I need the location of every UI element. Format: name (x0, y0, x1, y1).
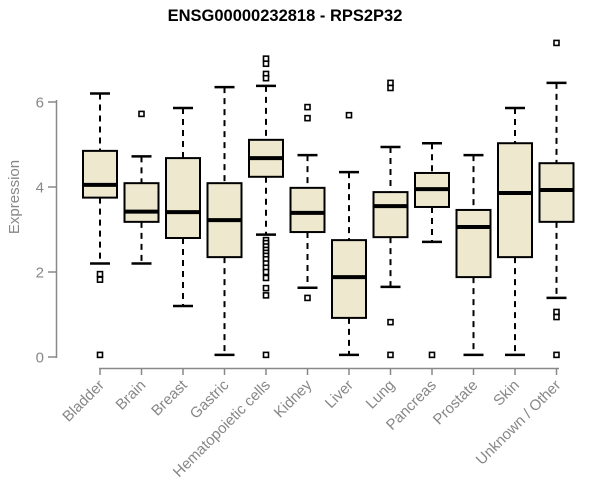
boxplot-liver (331, 111, 367, 357)
outlier-marker (553, 308, 560, 316)
category-label-lung: Lung (363, 377, 399, 413)
boxplot-brain (123, 110, 160, 265)
boxplot-hematopoietic-cells (248, 55, 284, 359)
outlier-marker (262, 351, 270, 359)
boxplot-unknown-other (538, 39, 575, 359)
iqr-box (497, 142, 533, 259)
outlier-marker (387, 79, 394, 87)
outlier-marker (387, 84, 394, 92)
boxplot-pancreas (414, 141, 450, 359)
outlier-marker (304, 103, 311, 111)
outlier-marker (304, 294, 311, 302)
chart-title: ENSG00000232818 - RPS2P32 (168, 7, 403, 25)
y-tick-label: 0 (36, 350, 44, 367)
outlier-marker (304, 114, 311, 122)
outlier-marker (428, 351, 436, 359)
outlier-marker (553, 351, 560, 359)
outlier-marker (262, 274, 270, 282)
iqr-box (123, 182, 160, 223)
y-axis-label: Expression (6, 160, 23, 234)
boxplot-lung (372, 79, 409, 359)
category-label-prostate: Prostate (430, 377, 482, 429)
iqr-box (372, 191, 409, 239)
outlier-marker (96, 351, 104, 359)
outlier-marker (262, 268, 270, 276)
outlier-marker (262, 74, 270, 82)
outlier-marker (262, 55, 270, 62)
category-label-liver: Liver (322, 377, 357, 412)
boxplot-breast (165, 106, 201, 308)
outlier-marker (96, 270, 104, 278)
boxplot-kidney (289, 103, 326, 302)
boxplot-prostate (455, 153, 492, 357)
iqr-box (82, 149, 118, 199)
plot-area (82, 39, 575, 359)
category-label-bladder: Bladder (59, 377, 108, 426)
category-label-skin: Skin (490, 377, 523, 410)
y-tick-label: 6 (36, 95, 44, 112)
iqr-box (165, 157, 201, 240)
boxplot-bladder (82, 92, 118, 359)
y-tick-label: 4 (36, 180, 44, 197)
outlier-marker (138, 110, 145, 118)
y-tick-label: 2 (36, 265, 44, 282)
boxplot-gastric (206, 85, 243, 357)
category-label-kidney: Kidney (271, 376, 316, 421)
outlier-marker (262, 60, 270, 68)
outlier-marker (387, 351, 394, 359)
iqr-box (455, 208, 492, 279)
iqr-box (538, 162, 575, 223)
outlier-marker (553, 313, 560, 321)
outlier-marker (262, 292, 270, 299)
category-label-brain: Brain (113, 377, 150, 414)
outlier-marker (387, 318, 394, 326)
boxplot-skin (497, 106, 533, 357)
iqr-box (289, 186, 326, 234)
outlier-marker (553, 39, 560, 47)
outlier-marker (96, 276, 104, 283)
outlier-marker (262, 284, 270, 292)
outlier-marker (345, 111, 353, 119)
category-label-breast: Breast (148, 376, 191, 419)
